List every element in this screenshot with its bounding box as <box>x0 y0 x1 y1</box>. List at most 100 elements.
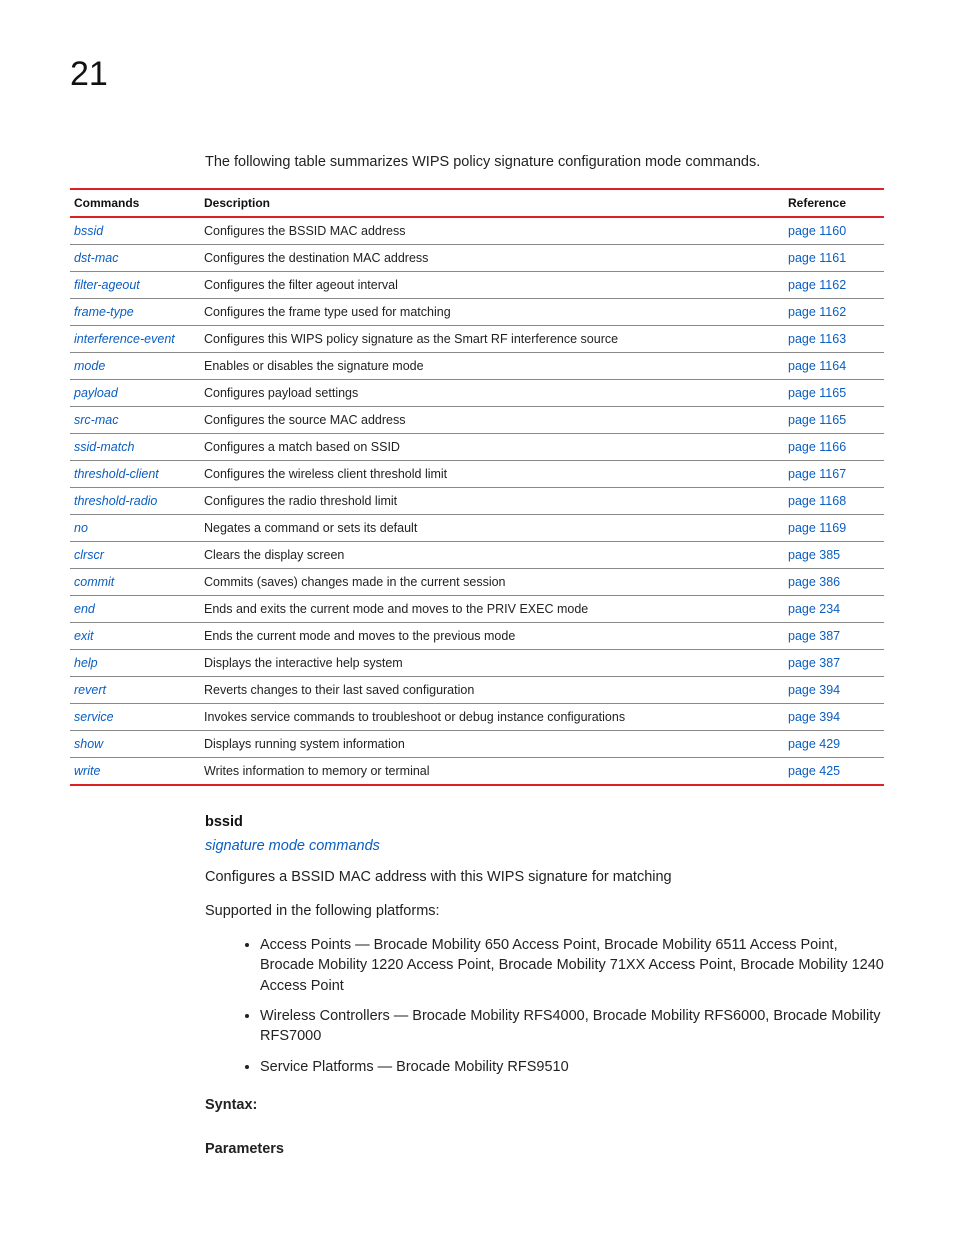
supported-label: Supported in the following platforms: <box>205 902 884 922</box>
command-link[interactable]: threshold-client <box>74 467 159 481</box>
table-row: write Writes information to memory or ter… <box>70 758 884 786</box>
section-description: Configures a BSSID MAC address with this… <box>205 868 884 888</box>
table-row: service Invokes service commands to troub… <box>70 704 884 731</box>
command-description: Clears the display screen <box>200 542 784 569</box>
page-reference-link[interactable]: page 1165 <box>788 386 846 400</box>
command-description: Configures the filter ageout interval <box>200 272 784 299</box>
command-description: Ends and exits the current mode and move… <box>200 596 784 623</box>
page-reference-link[interactable]: page 1165 <box>788 413 846 427</box>
command-description: Ends the current mode and moves to the p… <box>200 623 784 650</box>
table-row: frame-type Configures the frame type used… <box>70 299 884 326</box>
chapter-number: 21 <box>70 55 884 94</box>
table-row: exit Ends the current mode and moves to t… <box>70 623 884 650</box>
page-reference-link[interactable]: page 1162 <box>788 305 846 319</box>
command-description: Configures payload settings <box>200 380 784 407</box>
command-link[interactable]: ssid-match <box>74 440 134 454</box>
table-row: help Displays the interactive help system… <box>70 650 884 677</box>
table-row: no Negates a command or sets its default p… <box>70 515 884 542</box>
command-link[interactable]: mode <box>74 359 105 373</box>
command-description: Configures this WIPS policy signature as… <box>200 326 784 353</box>
page-reference-link[interactable]: page 387 <box>788 629 840 643</box>
page-reference-link[interactable]: page 1168 <box>788 494 846 508</box>
page-reference-link[interactable]: page 386 <box>788 575 840 589</box>
page-reference-link[interactable]: page 394 <box>788 710 840 724</box>
command-description: Enables or disables the signature mode <box>200 353 784 380</box>
page-reference-link[interactable]: page 425 <box>788 764 840 778</box>
page-reference-link[interactable]: page 1166 <box>788 440 846 454</box>
page-reference-link[interactable]: page 1162 <box>788 278 846 292</box>
page-reference-link[interactable]: page 387 <box>788 656 840 670</box>
command-link[interactable]: service <box>74 710 114 724</box>
command-description: Displays the interactive help system <box>200 650 784 677</box>
command-link[interactable]: threshold-radio <box>74 494 157 508</box>
table-row: dst-mac Configures the destination MAC ad… <box>70 245 884 272</box>
table-row: clrscr Clears the display screen page 385 <box>70 542 884 569</box>
command-link[interactable]: payload <box>74 386 118 400</box>
table-row: show Displays running system information p… <box>70 731 884 758</box>
command-link[interactable]: revert <box>74 683 106 697</box>
command-description: Commits (saves) changes made in the curr… <box>200 569 784 596</box>
intro-text: The following table summarizes WIPS poli… <box>205 154 884 170</box>
command-description: Displays running system information <box>200 731 784 758</box>
command-link[interactable]: commit <box>74 575 114 589</box>
command-description: Configures the wireless client threshold… <box>200 461 784 488</box>
table-row: filter-ageout Configures the filter ageou… <box>70 272 884 299</box>
table-row: commit Commits (saves) changes made in th… <box>70 569 884 596</box>
command-description: Negates a command or sets its default <box>200 515 784 542</box>
page-reference-link[interactable]: page 1169 <box>788 521 846 535</box>
command-link[interactable]: interference-event <box>74 332 175 346</box>
command-link[interactable]: exit <box>74 629 93 643</box>
page-reference-link[interactable]: page 1161 <box>788 251 846 265</box>
section-heading-bssid: bssid <box>205 814 884 830</box>
command-link[interactable]: show <box>74 737 103 751</box>
list-item: Access Points — Brocade Mobility 650 Acc… <box>260 935 884 996</box>
command-link[interactable]: end <box>74 602 95 616</box>
command-description: Configures the source MAC address <box>200 407 784 434</box>
command-link[interactable]: frame-type <box>74 305 134 319</box>
sublink-signature-mode-commands[interactable]: signature mode commands <box>205 838 884 854</box>
list-item: Wireless Controllers — Brocade Mobility … <box>260 1006 884 1047</box>
command-link[interactable]: src-mac <box>74 413 118 427</box>
table-row: interference-event Configures this WIPS p… <box>70 326 884 353</box>
command-description: Invokes service commands to troubleshoot… <box>200 704 784 731</box>
table-row: src-mac Configures the source MAC address… <box>70 407 884 434</box>
command-link[interactable]: no <box>74 521 88 535</box>
table-row: mode Enables or disables the signature mo… <box>70 353 884 380</box>
command-description: Configures the destination MAC address <box>200 245 784 272</box>
page-reference-link[interactable]: page 1164 <box>788 359 846 373</box>
command-link[interactable]: help <box>74 656 98 670</box>
commands-table: Commands Description Reference bssid Conf… <box>70 188 884 786</box>
page-reference-link[interactable]: page 1163 <box>788 332 846 346</box>
page-reference-link[interactable]: page 234 <box>788 602 840 616</box>
table-row: ssid-match Configures a match based on SS… <box>70 434 884 461</box>
parameters-label: Parameters <box>205 1141 884 1157</box>
list-item: Service Platforms — Brocade Mobility RFS… <box>260 1057 884 1077</box>
command-description: Configures the BSSID MAC address <box>200 217 784 245</box>
command-link[interactable]: write <box>74 764 100 778</box>
command-description: Writes information to memory or terminal <box>200 758 784 786</box>
command-link[interactable]: filter-ageout <box>74 278 140 292</box>
platforms-list: Access Points — Brocade Mobility 650 Acc… <box>260 935 884 1077</box>
command-link[interactable]: dst-mac <box>74 251 118 265</box>
command-description: Configures the frame type used for match… <box>200 299 784 326</box>
table-row: payload Configures payload settings page 1… <box>70 380 884 407</box>
command-description: Reverts changes to their last saved conf… <box>200 677 784 704</box>
page-reference-link[interactable]: page 385 <box>788 548 840 562</box>
command-link[interactable]: clrscr <box>74 548 104 562</box>
syntax-label: Syntax: <box>205 1097 884 1113</box>
page-reference-link[interactable]: page 1160 <box>788 224 846 238</box>
page-reference-link[interactable]: page 1167 <box>788 467 846 481</box>
header-description: Description <box>200 189 784 217</box>
header-commands: Commands <box>70 189 200 217</box>
page-reference-link[interactable]: page 394 <box>788 683 840 697</box>
table-row: bssid Configures the BSSID MAC address pag… <box>70 217 884 245</box>
header-reference: Reference <box>784 189 884 217</box>
command-description: Configures the radio threshold limit <box>200 488 784 515</box>
table-row: threshold-radio Configures the radio thre… <box>70 488 884 515</box>
command-description: Configures a match based on SSID <box>200 434 784 461</box>
command-link[interactable]: bssid <box>74 224 103 238</box>
table-row: end Ends and exits the current mode and m… <box>70 596 884 623</box>
table-row: revert Reverts changes to their last save… <box>70 677 884 704</box>
page-reference-link[interactable]: page 429 <box>788 737 840 751</box>
table-row: threshold-client Configures the wireless … <box>70 461 884 488</box>
